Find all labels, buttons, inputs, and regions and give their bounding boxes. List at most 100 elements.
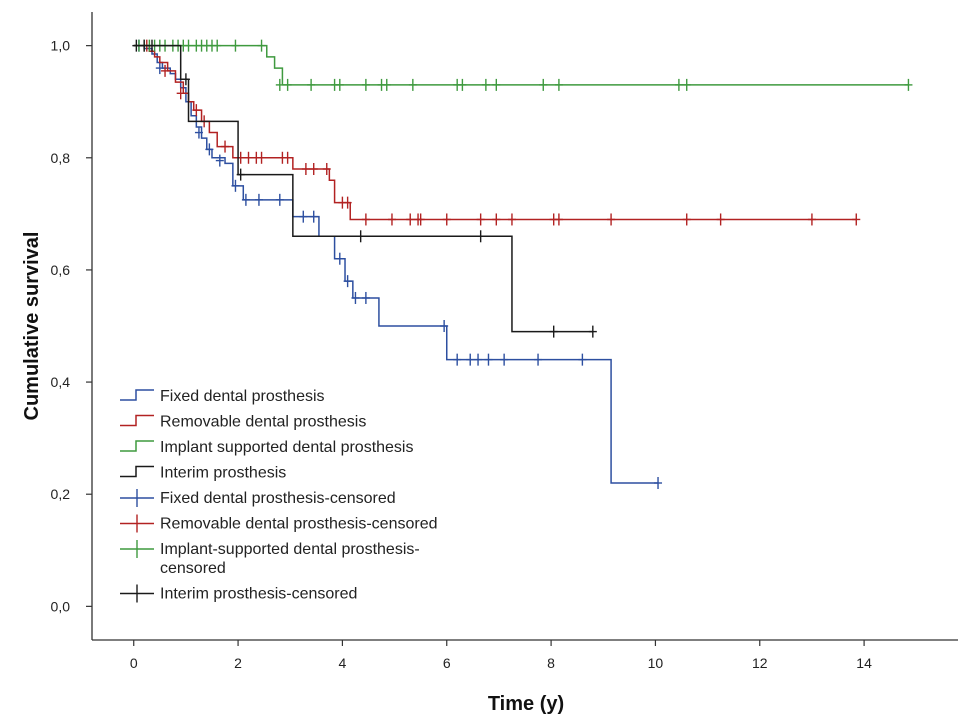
- legend-step-icon: [120, 389, 154, 401]
- censor-mark: [335, 252, 344, 265]
- censor-mark: [453, 353, 462, 366]
- censor-mark: [356, 230, 365, 243]
- censor-mark: [440, 320, 449, 332]
- censor-mark: [301, 163, 310, 175]
- censor-mark: [682, 78, 691, 91]
- x-tick-label: 4: [339, 655, 347, 671]
- legend-item: Fixed dental prosthesis-censored: [120, 489, 396, 507]
- censor-mark: [351, 291, 360, 304]
- legend-label: Interim prosthesis-censored: [160, 586, 357, 603]
- legend-item: Interim prosthesis: [120, 465, 286, 482]
- legend-label: Implant supported dental prosthesis: [160, 439, 413, 456]
- censor-mark: [549, 325, 558, 338]
- survival-curve: [133, 44, 909, 86]
- x-axis-title: Time (y): [488, 693, 564, 715]
- censor-mark: [335, 78, 344, 91]
- censor-mark: [254, 193, 263, 206]
- legend-item: Implant supported dental prosthesis: [120, 439, 413, 456]
- censor-mark: [807, 213, 816, 226]
- censor-mark: [322, 163, 331, 175]
- x-tick-label: 2: [234, 655, 242, 671]
- series-interim-prosthesis: [132, 39, 597, 338]
- censor-mark: [257, 39, 266, 52]
- censor-mark: [343, 275, 352, 288]
- censor-mark: [231, 179, 240, 192]
- survival-curve: [133, 44, 857, 221]
- y-tick-label: 0,2: [51, 486, 71, 502]
- censor-mark: [361, 78, 370, 91]
- censor-mark: [283, 151, 292, 164]
- x-tick-label: 6: [443, 655, 451, 671]
- censor-mark: [309, 210, 318, 223]
- censor-mark: [674, 78, 683, 91]
- censor-mark: [241, 193, 250, 206]
- censor-mark: [361, 291, 370, 304]
- y-tick-label: 0,6: [51, 262, 71, 278]
- censor-mark: [309, 163, 318, 175]
- censor-mark: [554, 213, 563, 226]
- censor-mark: [654, 477, 663, 489]
- legend-label: Fixed dental prosthesis: [160, 388, 325, 405]
- legend-label: Fixed dental prosthesis-censored: [160, 490, 396, 507]
- censor-mark: [132, 39, 141, 52]
- censor-mark: [500, 353, 509, 366]
- censor-mark: [492, 213, 501, 226]
- censor-mark: [231, 39, 240, 52]
- legend-label: Removable dental prosthesis: [160, 414, 366, 431]
- y-axis-title: Cumulative survival: [21, 232, 43, 421]
- plot-frame: [91, 12, 958, 641]
- legend-label: Interim prosthesis: [160, 465, 286, 482]
- censor-mark: [283, 78, 292, 91]
- censor-mark: [408, 78, 417, 91]
- x-tick-label: 12: [752, 655, 768, 671]
- censor-mark: [578, 353, 587, 366]
- legend-step-icon: [120, 414, 154, 427]
- y-tick-label: 0,0: [51, 598, 71, 614]
- censor-mark: [554, 78, 563, 91]
- legend-label: Removable dental prosthesis-censored: [160, 516, 437, 533]
- censor-mark: [442, 213, 451, 226]
- censor-mark: [406, 213, 415, 226]
- y-tick-label: 0,4: [51, 374, 71, 390]
- series-layer: [132, 39, 913, 489]
- censor-mark: [476, 230, 485, 243]
- legend-step-icon: [120, 465, 154, 478]
- censor-mark: [361, 213, 370, 226]
- y-tick-label: 1,0: [51, 38, 71, 54]
- censor-mark: [484, 353, 493, 366]
- censor-mark: [539, 78, 548, 91]
- censor-mark: [382, 78, 391, 91]
- censor-mark: [244, 151, 253, 164]
- censor-mark: [534, 353, 543, 366]
- series-implant-supported-dental-prosthesis: [133, 39, 913, 91]
- censor-mark: [181, 73, 190, 86]
- x-tick-label: 8: [547, 655, 555, 671]
- legend-item: Implant-supported dental prosthesis-cens…: [120, 540, 420, 577]
- censor-mark: [257, 151, 266, 164]
- legend: Fixed dental prosthesis Removable dental …: [120, 388, 437, 603]
- censor-mark: [474, 353, 483, 366]
- censor-mark: [215, 154, 224, 167]
- censor-mark: [682, 213, 691, 226]
- y-ticks: 0,0 0,2 0,4 0,6 0,8 1,0: [51, 38, 92, 614]
- legend-item: Interim prosthesis-censored: [120, 584, 357, 603]
- censor-mark: [221, 140, 230, 153]
- censor-mark: [275, 193, 284, 206]
- censor-mark: [458, 78, 467, 91]
- censor-mark: [147, 39, 156, 52]
- y-tick-label: 0,8: [51, 150, 71, 166]
- censor-mark: [194, 126, 203, 139]
- legend-item: Fixed dental prosthesis: [120, 388, 325, 405]
- censor-mark: [213, 39, 222, 52]
- censor-mark: [161, 64, 170, 77]
- censor-mark: [416, 213, 425, 226]
- censor-mark: [192, 104, 201, 117]
- censor-mark: [507, 213, 516, 226]
- censor-mark: [476, 213, 485, 226]
- censor-mark: [155, 62, 164, 75]
- x-tick-label: 14: [856, 655, 872, 671]
- censor-mark: [236, 168, 245, 181]
- censor-mark: [184, 39, 193, 52]
- censor-mark: [852, 213, 861, 226]
